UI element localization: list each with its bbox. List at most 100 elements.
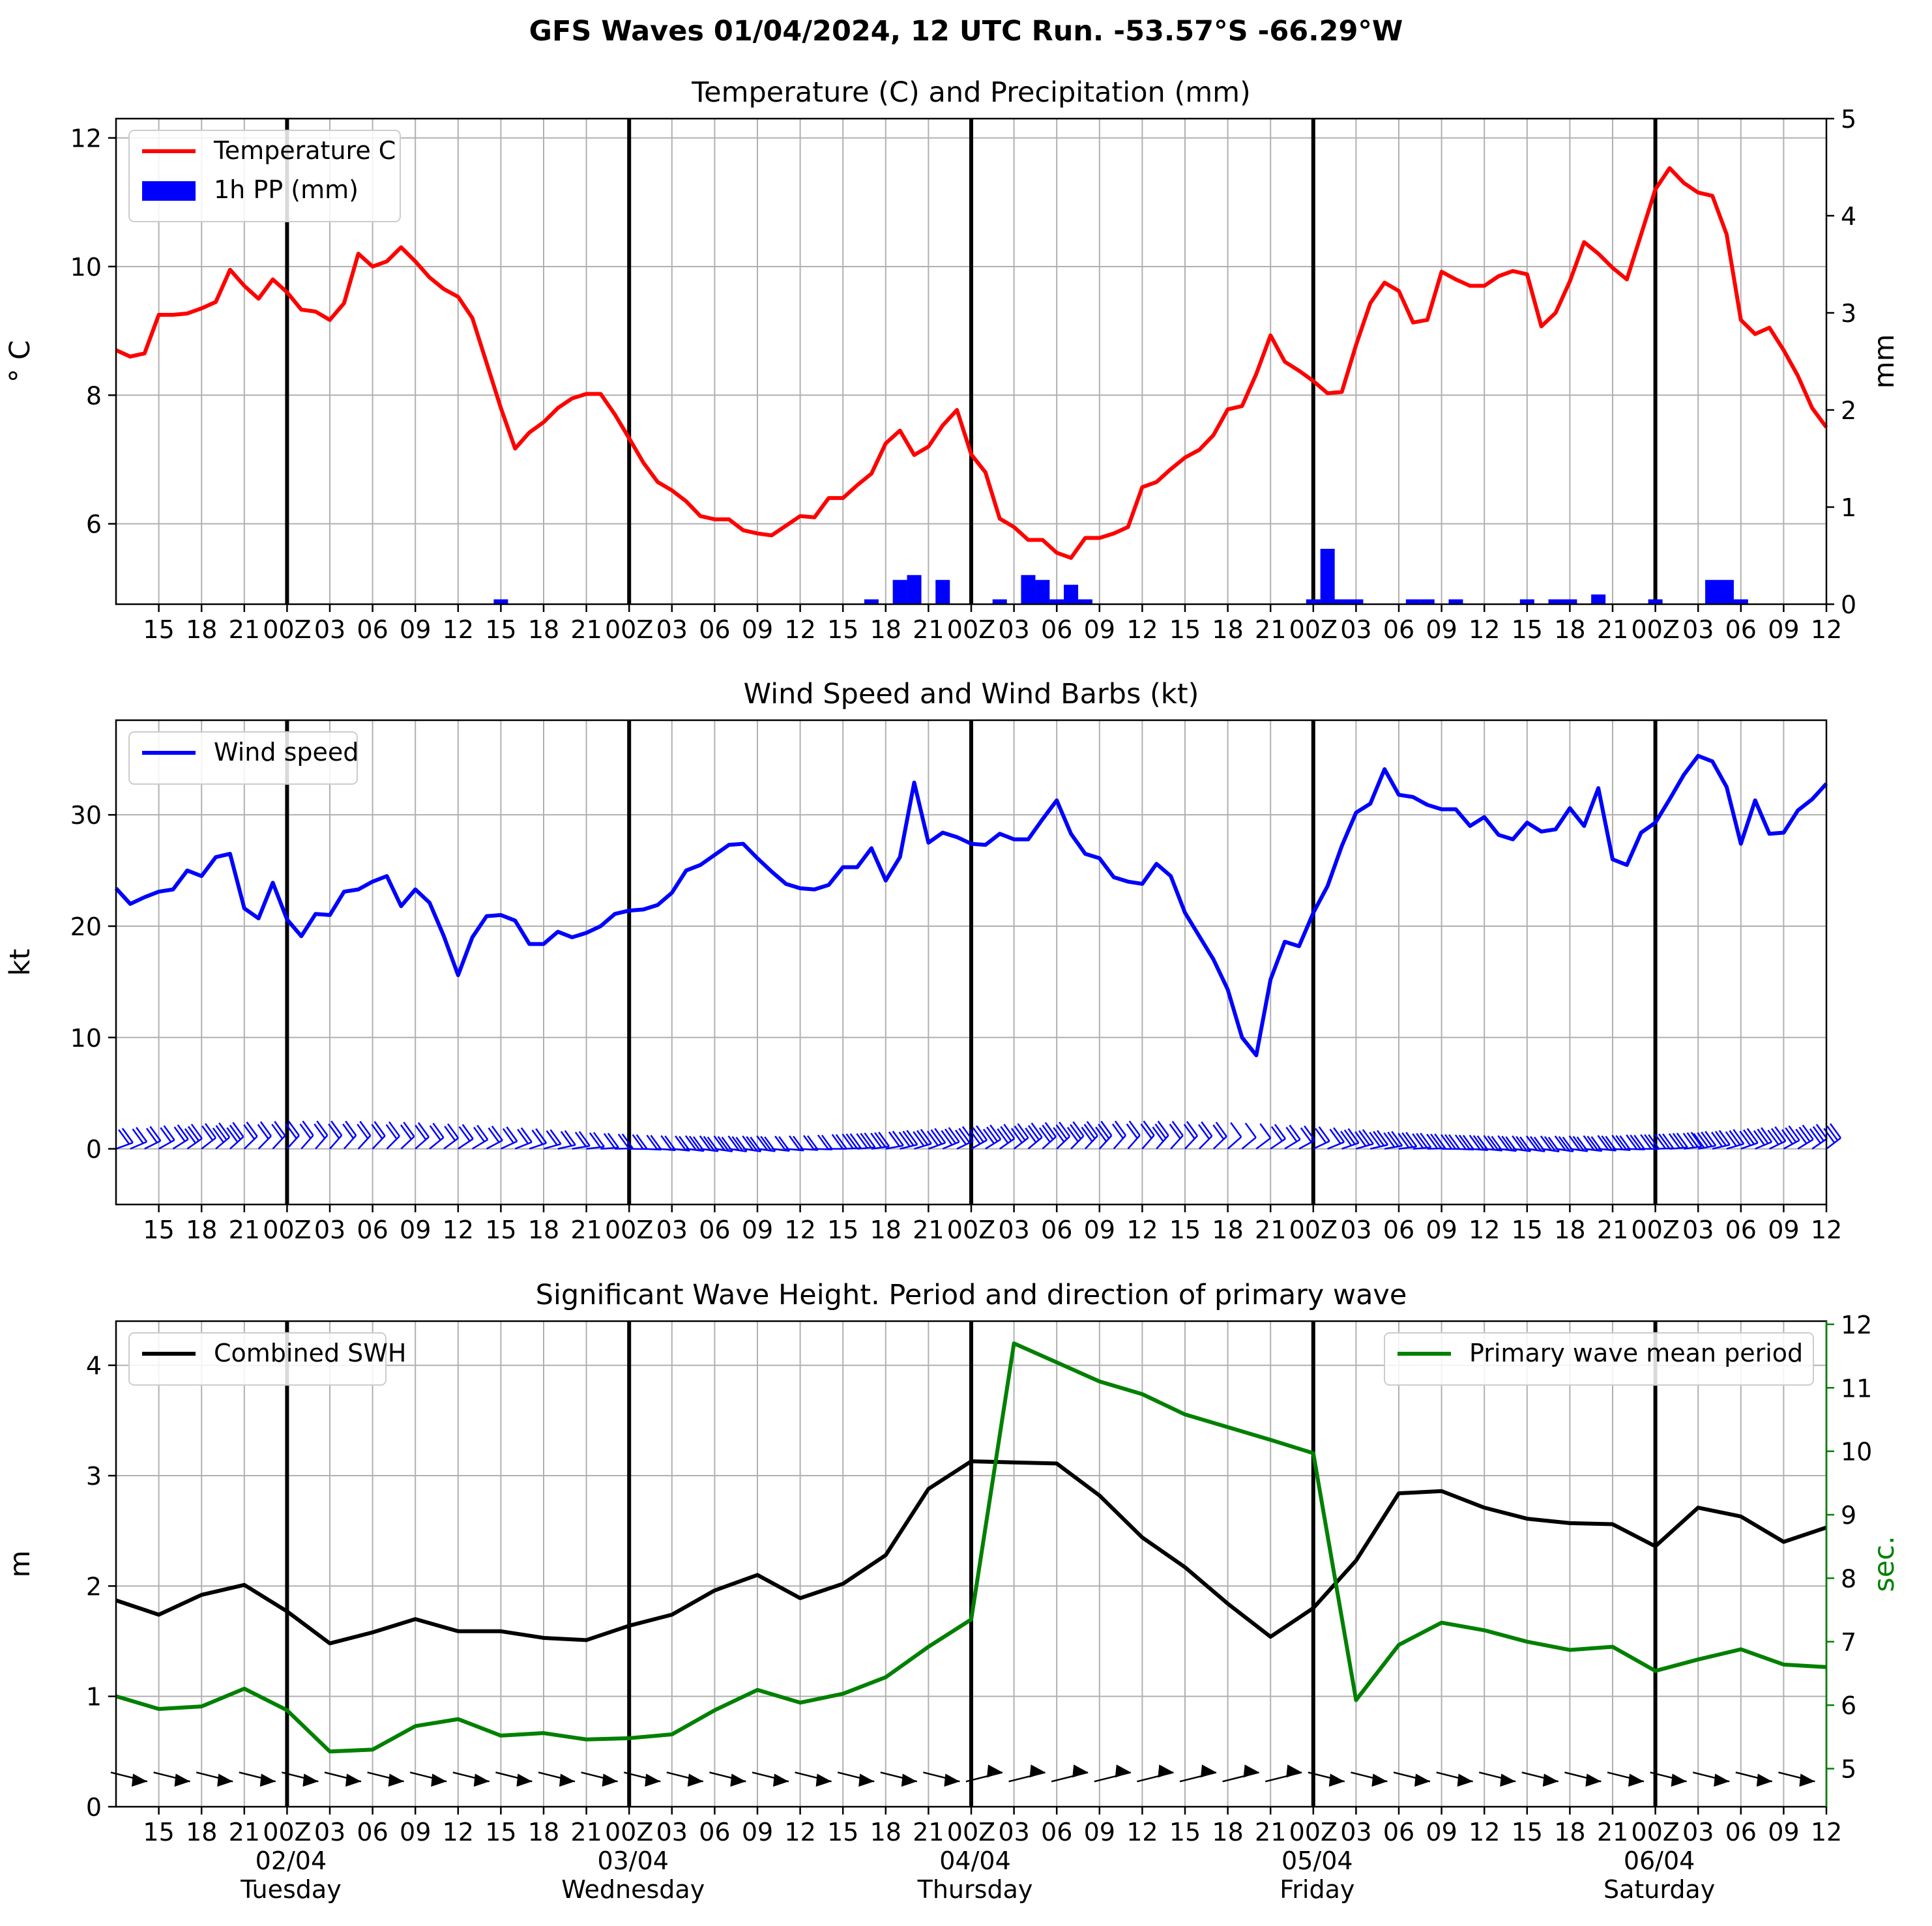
- wind-barb-flag: [1358, 1130, 1371, 1146]
- wind-barb-flag: [1714, 1131, 1727, 1146]
- wave-arrow-head: [132, 1773, 147, 1787]
- wind-barb-shaft: [1356, 1143, 1374, 1150]
- wind-barb-shaft: [1056, 1135, 1070, 1150]
- wind-barb-flag: [934, 1128, 946, 1144]
- wind-barb-flag: [417, 1122, 430, 1138]
- wind-barb-flag: [774, 1135, 787, 1151]
- wind-barb-shaft: [229, 1136, 244, 1150]
- x-tick-label: 15: [827, 615, 858, 644]
- series-line: [115, 1459, 1827, 1646]
- wind-barb-shaft: [1170, 1135, 1184, 1150]
- wind-barb: [1682, 1131, 1703, 1150]
- wind-barb-flag: [1186, 1120, 1198, 1137]
- wave-direction-arrow: [795, 1772, 832, 1787]
- wind-barb-flag: [1530, 1136, 1542, 1152]
- wind-barb-shaft: [1241, 1137, 1257, 1150]
- x-tick-label: 21: [1255, 615, 1286, 644]
- x-tick-label: 06: [1725, 615, 1757, 644]
- wind-barb-shaft: [928, 1142, 946, 1150]
- wind-barb: [1540, 1135, 1560, 1152]
- wind-barb-flag: [232, 1122, 244, 1137]
- wind-barb: [800, 1135, 819, 1151]
- x-tick-label: 12: [1469, 1216, 1500, 1244]
- precip-bar: [1519, 599, 1534, 604]
- wave-arrow-head: [1756, 1773, 1772, 1787]
- wind-barb: [1369, 1130, 1389, 1150]
- wave-direction-arrow: [196, 1772, 233, 1787]
- wind-barb: [969, 1125, 988, 1150]
- x-tick-label: 12: [784, 1818, 815, 1846]
- x-tick-label: 15: [1512, 615, 1543, 644]
- wind-barb-flag: [429, 1125, 441, 1141]
- wind-barb: [913, 1129, 932, 1150]
- wave-arrow-head: [431, 1773, 447, 1787]
- wind-barb-flag: [226, 1127, 239, 1143]
- wind-barb-flag: [1081, 1126, 1093, 1143]
- wind-barb-flag: [1095, 1126, 1107, 1142]
- wind-barb-shaft: [257, 1135, 272, 1150]
- wave-arrow-head: [388, 1773, 404, 1787]
- wind-barb-flag: [342, 1123, 355, 1139]
- wind-barb-flag: [1042, 1124, 1054, 1141]
- x-tick-label: 00Z: [1289, 1216, 1338, 1244]
- x-tick-label: 00Z: [1631, 1216, 1679, 1244]
- x-tick-label: 00Z: [263, 1818, 311, 1846]
- wind-barb: [1739, 1128, 1759, 1150]
- wind-barb-flag: [835, 1133, 847, 1150]
- x-tick-label: 00Z: [1289, 1818, 1338, 1846]
- wind-barb-shaft: [215, 1136, 230, 1150]
- wind-barb-flag: [1111, 1123, 1124, 1139]
- y-tick-label: 6: [86, 510, 102, 539]
- wind-barb-shaft: [1255, 1137, 1272, 1150]
- wind-barb-flag: [930, 1129, 943, 1145]
- wind-barb-flag: [1648, 1134, 1660, 1150]
- wind-barb: [1126, 1120, 1141, 1150]
- wind-barb-flag: [314, 1123, 326, 1139]
- wind-barb-flag: [473, 1126, 486, 1143]
- wind-barb: [514, 1127, 533, 1150]
- wind-barb-flag: [1143, 1120, 1155, 1136]
- x-tick-label: 09: [1426, 1216, 1457, 1244]
- wave-direction-arrow: [581, 1772, 618, 1787]
- wave-arrow-head: [302, 1773, 319, 1787]
- y-right-tick-label: 7: [1841, 1628, 1856, 1657]
- wind-barb: [1066, 1121, 1085, 1150]
- x-tick-label: 00Z: [263, 1216, 311, 1244]
- wind-barb-shaft: [657, 1148, 676, 1152]
- y-right-axis-label: mm: [1868, 334, 1901, 389]
- wind-barb-flag: [1387, 1131, 1399, 1147]
- wind-barb-flag: [632, 1134, 644, 1150]
- wave-arrow-head: [1542, 1773, 1559, 1787]
- wind-barb-flag: [1711, 1131, 1723, 1147]
- wind-barb-flag: [444, 1126, 456, 1141]
- wave-direction-arrow: [1179, 1764, 1217, 1783]
- wind-barb-flag: [1100, 1120, 1113, 1136]
- x-tick-label: 00Z: [947, 615, 995, 644]
- x-tick-label: 18: [870, 1216, 901, 1244]
- wind-barb-flag: [1472, 1135, 1485, 1150]
- wind-barb: [1469, 1135, 1489, 1151]
- wave-arrow-head: [901, 1773, 917, 1787]
- wind-barb-flag: [1587, 1135, 1599, 1151]
- wind-barb-flag: [1626, 1134, 1638, 1150]
- wind-barb-shaft: [1797, 1139, 1814, 1150]
- x-tick-label: 09: [400, 1818, 431, 1846]
- y-right-tick-label: 9: [1841, 1501, 1856, 1530]
- day-date-label: 04/04: [939, 1846, 1011, 1875]
- precip-bar: [1562, 599, 1577, 604]
- x-tick-label: 03: [314, 1818, 345, 1846]
- wind-barb-flag: [1597, 1135, 1609, 1150]
- wave-arrow-head: [730, 1773, 746, 1787]
- x-tick-label: 12: [443, 615, 474, 644]
- wave-direction-arrow: [1051, 1764, 1089, 1783]
- wind-barb-flag: [388, 1121, 400, 1137]
- x-tick-label: 15: [143, 615, 174, 644]
- wind-barb-flag: [1430, 1133, 1442, 1149]
- wind-barb-flag: [703, 1135, 715, 1152]
- wind-barb-shaft: [172, 1138, 189, 1150]
- wave-arrow-head: [858, 1773, 875, 1787]
- x-tick-label: 12: [784, 1216, 815, 1244]
- wave-arrow-head: [687, 1773, 703, 1787]
- wind-barb-flag: [476, 1124, 489, 1141]
- wind-barb-flag: [546, 1130, 558, 1146]
